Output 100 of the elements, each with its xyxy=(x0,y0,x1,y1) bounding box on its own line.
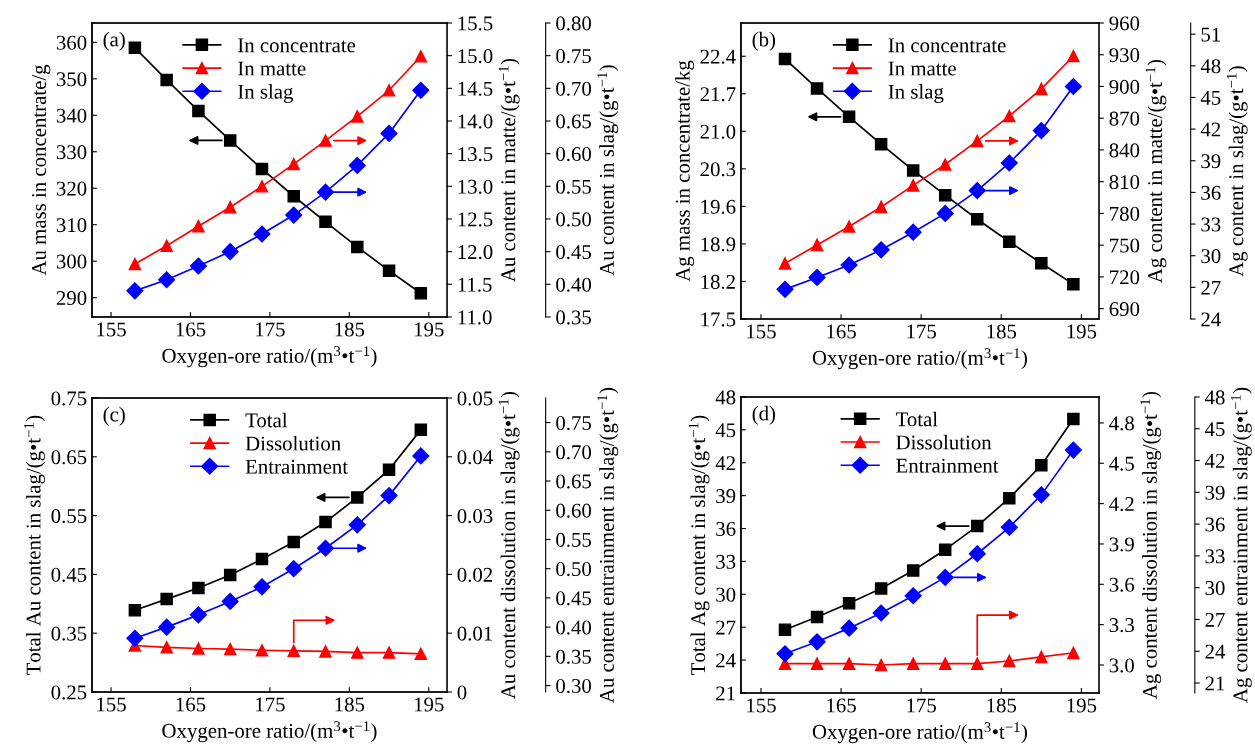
y3-tick-label: 0.40 xyxy=(556,620,592,635)
y3-tick-label: 24 xyxy=(1201,312,1221,327)
y2-tick-label: 15.0 xyxy=(458,49,493,64)
x-tick-label: 175 xyxy=(907,324,936,339)
x-tick-label: 175 xyxy=(907,698,936,713)
y-tick-label: 0.45 xyxy=(51,567,87,582)
x-tick-label: 185 xyxy=(987,698,1017,713)
annotation: (a) xyxy=(103,31,125,51)
y3-tick-label: 21 xyxy=(1205,676,1225,691)
point xyxy=(412,81,430,99)
point xyxy=(1035,459,1048,472)
point xyxy=(160,73,173,87)
point xyxy=(778,52,792,66)
y-tick-label: 290 xyxy=(56,291,87,306)
y-tick-label: 0.35 xyxy=(51,626,87,641)
point xyxy=(255,552,269,566)
y3-tick-label: 0.65 xyxy=(556,474,592,489)
point xyxy=(316,539,335,557)
x-tick-label: 195 xyxy=(1067,698,1097,713)
point xyxy=(255,180,269,193)
legend-label: Dissolution xyxy=(245,435,341,451)
y3-tick-label: 0.70 xyxy=(556,445,592,460)
x-tick-label: 155 xyxy=(747,698,776,713)
point xyxy=(970,134,984,148)
point xyxy=(319,215,332,229)
point xyxy=(1032,122,1050,140)
point xyxy=(351,646,364,659)
y3-tick-label: 39 xyxy=(1205,485,1225,500)
point xyxy=(874,582,888,595)
point xyxy=(1000,518,1018,536)
point xyxy=(382,646,396,659)
y-tick-label: 360 xyxy=(56,35,87,50)
y3-tick-label: 0.40 xyxy=(556,277,592,292)
point xyxy=(126,629,144,647)
point xyxy=(192,104,205,118)
point xyxy=(1067,412,1080,426)
point xyxy=(319,645,332,658)
y3-tick-label: 45 xyxy=(1204,422,1225,437)
y2-tick-label: 810 xyxy=(1109,175,1140,190)
y-tick-label: 350 xyxy=(56,72,87,87)
y3-tick-label: 0.50 xyxy=(556,562,592,577)
y-axis-title: Au mass in concentrate/g xyxy=(32,64,51,276)
point xyxy=(192,219,205,233)
y2-tick-label: 0.01 xyxy=(457,626,492,641)
point xyxy=(412,447,430,465)
point xyxy=(192,581,205,595)
point xyxy=(316,183,335,201)
point xyxy=(160,641,173,654)
x-tick-label: 185 xyxy=(335,322,365,337)
y3-tick-label: 51 xyxy=(1201,27,1220,42)
legend-label: In slag xyxy=(888,84,944,104)
y-tick-label: 21.7 xyxy=(700,87,736,102)
point xyxy=(319,134,332,147)
y-tick-label: 0.55 xyxy=(51,508,87,524)
point xyxy=(287,644,300,658)
legend-label: In matte xyxy=(238,61,306,76)
point xyxy=(810,610,824,624)
point xyxy=(906,164,920,177)
y-tick-label: 48 xyxy=(715,390,736,405)
legend-label: In slag xyxy=(238,84,294,104)
point xyxy=(936,204,954,222)
y2-tick-label: 4.2 xyxy=(1109,497,1134,512)
y-tick-label: 39 xyxy=(716,489,736,504)
y2-tick-label: 3.9 xyxy=(1109,537,1134,552)
y-tick-label: 19.6 xyxy=(701,199,736,214)
point xyxy=(1064,441,1082,459)
y3-tick-label: 0.60 xyxy=(556,147,592,162)
y-tick-label: 18.9 xyxy=(701,237,736,252)
point xyxy=(810,238,824,252)
y3-tick-label: 48 xyxy=(1204,390,1225,405)
x-tick-label: 165 xyxy=(827,698,856,713)
y2-axis-title: Au content in matte/(g•t$^{−1}$) xyxy=(498,58,520,282)
x-axis-title: Oxygen-ore ratio/(m$^{3}$•t$^{−1}$) xyxy=(812,722,1027,744)
point xyxy=(158,271,176,289)
point xyxy=(906,564,920,577)
y3-tick-label: 0.30 xyxy=(556,678,592,694)
annotation: (b) xyxy=(752,31,776,51)
y-tick-label: 21.0 xyxy=(700,124,736,139)
point xyxy=(904,223,922,241)
y-tick-label: 36 xyxy=(716,521,736,536)
y3-tick-label: 33 xyxy=(1201,217,1221,232)
y3-tick-label: 45 xyxy=(1200,90,1221,105)
point xyxy=(382,264,396,277)
y2-tick-label: 12.0 xyxy=(458,245,493,260)
y2-tick-label: 0.02 xyxy=(457,567,493,582)
y2-axis-title: Ag content dissolution in slag/(g•t$^{−1}$) xyxy=(1140,391,1162,699)
point xyxy=(160,239,173,253)
point xyxy=(414,50,428,63)
y-tick-label: 20.3 xyxy=(700,162,736,177)
y2-tick-label: 870 xyxy=(1109,111,1140,126)
point xyxy=(1064,77,1082,96)
legend-label: In concentrate xyxy=(238,38,356,53)
y3-tick-label: 30 xyxy=(1205,581,1225,596)
x-axis-title: Oxygen-ore ratio/(m$^{3}$•t$^{−1}$) xyxy=(162,721,377,743)
y-tick-label: 42 xyxy=(715,456,735,470)
y-tick-label: 17.5 xyxy=(701,312,736,327)
point xyxy=(382,84,396,97)
point xyxy=(255,162,269,176)
point xyxy=(938,158,952,171)
y3-tick-label: 30 xyxy=(1201,249,1221,264)
